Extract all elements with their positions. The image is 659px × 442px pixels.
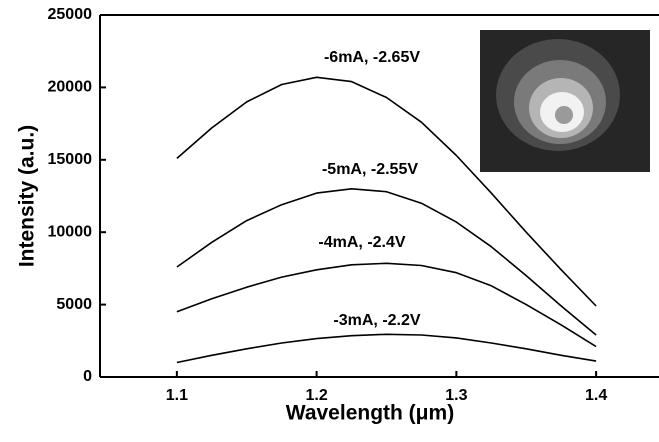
x-tick-label: 1.2 (305, 387, 327, 404)
series-label: -5mA, -2.55V (322, 161, 418, 178)
series-line (176, 188, 597, 336)
x-tick-label: 1.4 (585, 387, 607, 404)
x-axis-title: Wavelength (μm) (286, 402, 454, 425)
inset-image (480, 30, 650, 172)
series-label: -6mA, -2.65V (324, 49, 420, 66)
y-tick-label: 10000 (48, 223, 93, 240)
series-label: -3mA, -2.2V (333, 312, 420, 329)
series-line (176, 333, 597, 364)
series-line (176, 76, 597, 307)
inset-spot (555, 106, 573, 124)
y-tick-label: 20000 (48, 79, 93, 96)
x-tick-label: 1.3 (445, 387, 467, 404)
y-tick-label: 0 (83, 368, 92, 385)
series-line (176, 262, 597, 348)
x-tick-label: 1.1 (166, 387, 188, 404)
y-tick-label: 25000 (48, 6, 93, 23)
y-axis-title: Intensity (a.u.) (16, 125, 39, 267)
y-tick-label: 5000 (56, 296, 92, 313)
series-label: -4mA, -2.4V (318, 234, 405, 251)
y-tick-label: 15000 (48, 151, 93, 168)
